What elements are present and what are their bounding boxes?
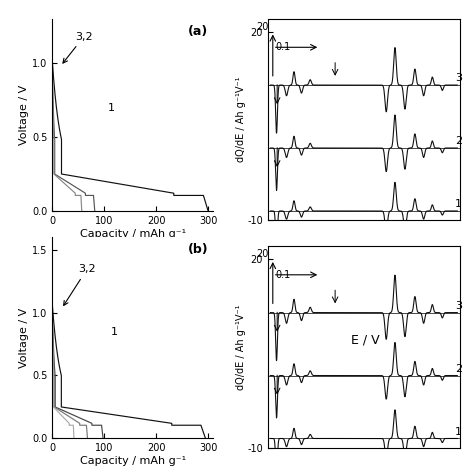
X-axis label: Capacity / mAh g⁻¹: Capacity / mAh g⁻¹ — [80, 456, 186, 466]
Text: 1: 1 — [455, 199, 462, 209]
Y-axis label: Voltage / V: Voltage / V — [19, 85, 29, 145]
Text: 0.1: 0.1 — [275, 270, 291, 280]
Text: 20: 20 — [257, 22, 269, 32]
Text: 0.1: 0.1 — [275, 43, 291, 53]
Text: 2: 2 — [455, 136, 462, 146]
Text: 3,2: 3,2 — [63, 32, 92, 63]
Text: 20: 20 — [257, 249, 269, 259]
Text: 1: 1 — [108, 102, 115, 112]
X-axis label: Capacity / mAh g⁻¹: Capacity / mAh g⁻¹ — [80, 228, 186, 238]
Y-axis label: dQ/dE / Ah g⁻¹V⁻¹: dQ/dE / Ah g⁻¹V⁻¹ — [236, 304, 246, 390]
Y-axis label: Voltage / V: Voltage / V — [19, 308, 29, 368]
Text: (a): (a) — [188, 25, 209, 38]
Text: 1: 1 — [455, 427, 462, 437]
Y-axis label: dQ/dE / Ah g⁻¹V⁻¹: dQ/dE / Ah g⁻¹V⁻¹ — [236, 77, 246, 163]
Text: 3: 3 — [455, 73, 462, 83]
Text: 2: 2 — [455, 364, 462, 374]
Text: 3: 3 — [455, 301, 462, 310]
Text: E / V: E / V — [351, 334, 379, 346]
Text: 1: 1 — [110, 327, 118, 337]
Text: 3,2: 3,2 — [64, 264, 96, 305]
Text: (b): (b) — [188, 243, 209, 256]
